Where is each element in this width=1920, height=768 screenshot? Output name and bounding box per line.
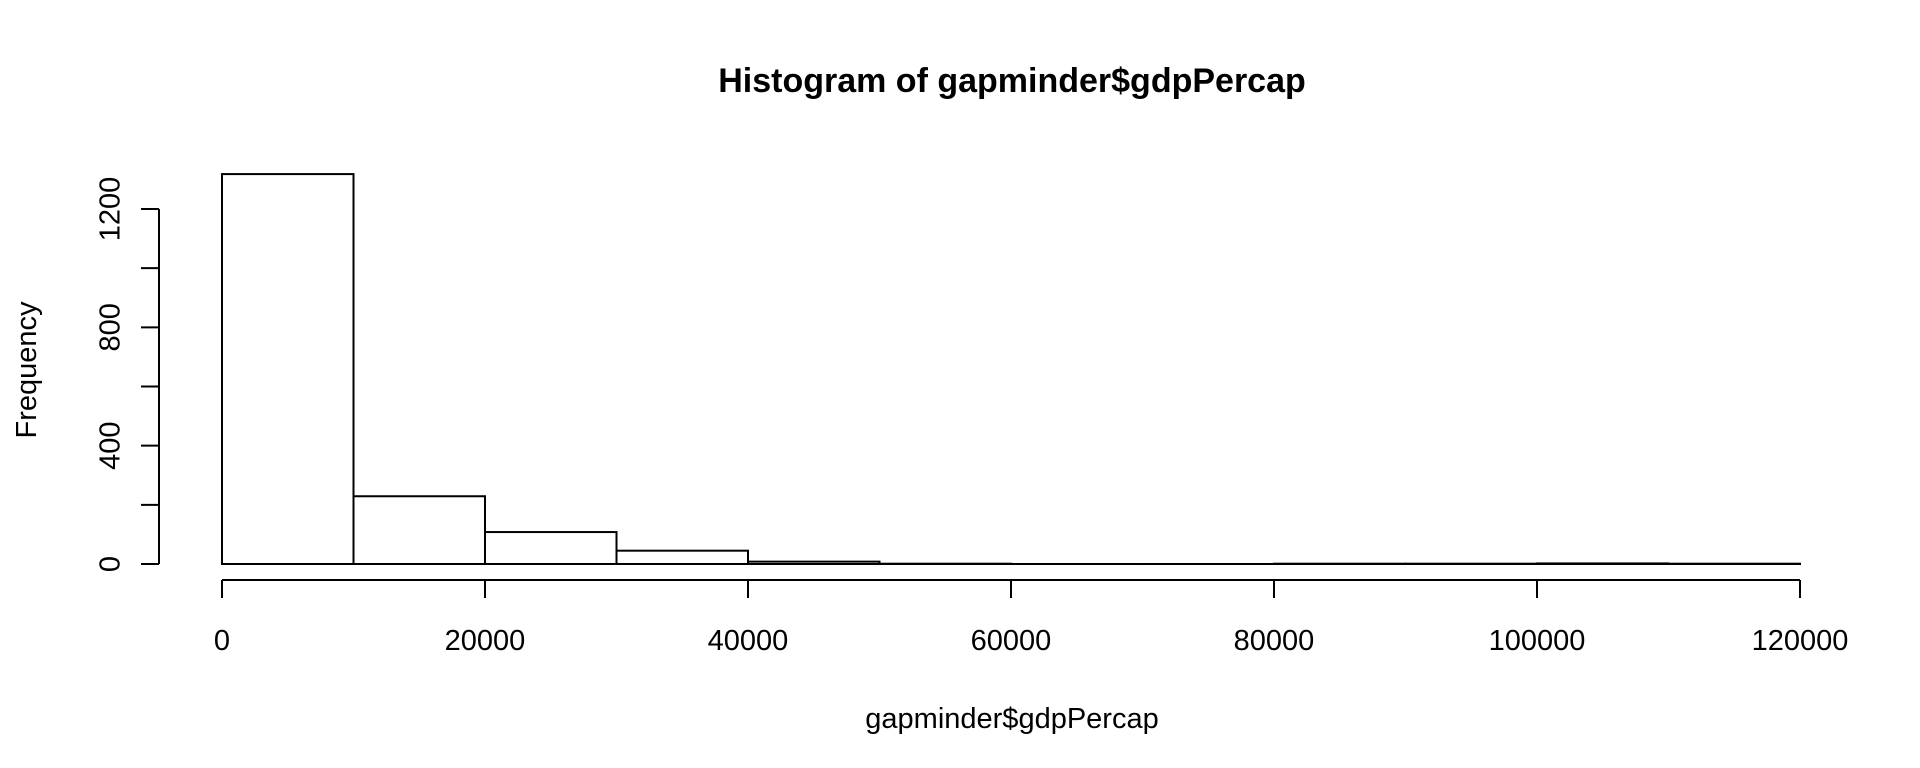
x-tick-label: 120000 (1752, 625, 1849, 657)
x-tick-label: 20000 (445, 625, 526, 657)
y-tick-label: 1200 (95, 177, 127, 242)
histogram-bar (1536, 562, 1670, 565)
x-tick-label: 80000 (1234, 625, 1315, 657)
x-tick-label: 60000 (971, 625, 1052, 657)
x-tick-labels: 0 20000 40000 60000 80000 100000 120000 (214, 580, 1848, 657)
histogram-bar (747, 560, 881, 566)
x-tick-label: 40000 (708, 625, 789, 657)
y-tick-label: 800 (95, 303, 127, 351)
histogram-bar (484, 531, 618, 565)
histogram-bar (221, 173, 355, 565)
chart-title: Histogram of gapminder$gdpPercap (718, 62, 1306, 100)
histogram-bars (221, 173, 1801, 566)
histogram-bar (352, 495, 486, 566)
y-minor-ticks (141, 208, 159, 565)
histogram-bar (615, 549, 749, 565)
x-axis-label: gapminder$gdpPercap (865, 703, 1158, 735)
y-tick-labels: 0 400 800 1200 (95, 177, 127, 572)
x-tick-label: 100000 (1489, 625, 1586, 657)
y-tick-label: 400 (95, 421, 127, 469)
x-tick-label: 0 (214, 625, 230, 657)
y-axis-label: Frequency (11, 301, 43, 439)
y-tick-label: 0 (95, 556, 127, 572)
